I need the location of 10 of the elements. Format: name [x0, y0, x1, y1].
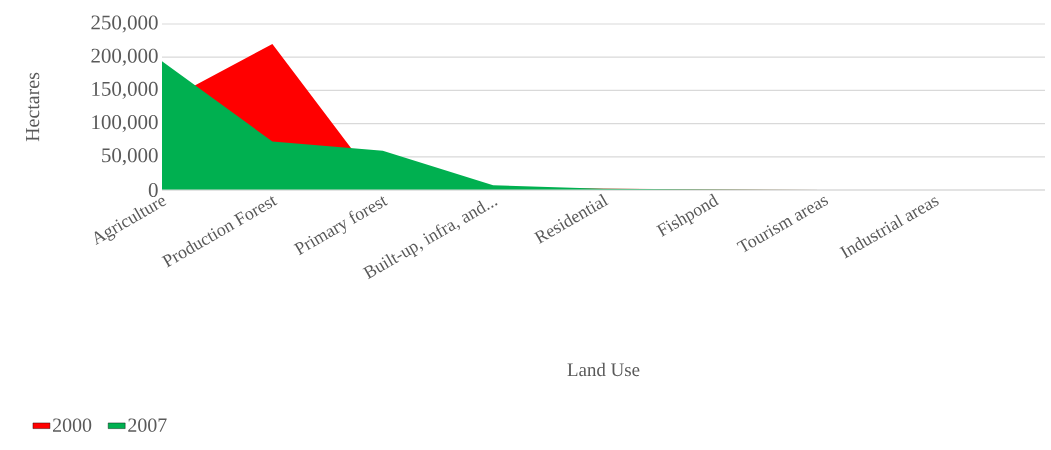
- y-tick-label: 250,000: [91, 15, 158, 33]
- legend-label: 2000: [53, 418, 92, 432]
- y-tick-label: 200,000: [91, 48, 158, 66]
- x-axis-title: Land Use: [567, 362, 640, 377]
- legend-label: 2007: [128, 418, 167, 432]
- y-axis-title: Hectares: [26, 72, 40, 142]
- y-tick-label: 100,000: [92, 115, 158, 133]
- y-tick-label: 150,000: [92, 81, 158, 99]
- y-tick-label: 50,000: [102, 148, 158, 166]
- y-tick-label: 0: [148, 182, 158, 198]
